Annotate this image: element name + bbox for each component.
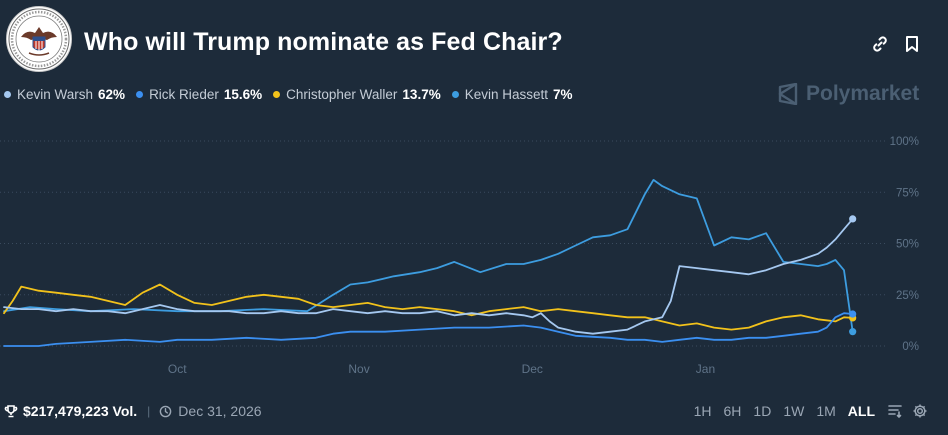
legend-dot [4,90,11,98]
market-header: Who will Trump nominate as Fed Chair? [6,6,928,76]
chart-legend: Kevin Warsh 62% Rick Rieder 15.6% Christ… [4,85,584,103]
legend-item: Kevin Hassett 7% [451,86,573,102]
volume-value: $217,479,223 Vol. [23,403,138,419]
clock-icon [159,405,172,417]
range-1h-button[interactable]: 1H [693,403,712,419]
range-all-button[interactable]: ALL [847,403,875,419]
x-tick-label: Nov [348,362,369,376]
legend-value: 7% [553,86,573,102]
series-line-rick-rieder[interactable] [3,312,854,347]
range-1d-button[interactable]: 1D [753,403,772,419]
filter-lines-icon[interactable] [887,403,903,419]
legend-name: Rick Rieder [149,86,219,102]
series-line-christopher-waller[interactable] [3,283,854,331]
volume-stat: $217,479,223 Vol. [4,403,137,419]
time-range-selector: 1H 6H 1D 1W 1M ALL [682,400,928,422]
page-title: Who will Trump nominate as Fed Chair? [84,28,563,56]
y-tick-label: 50% [896,239,919,251]
series-endpoint-kevin-warsh [849,215,857,223]
legend-dot [451,90,459,98]
end-date: Dec 31, 2026 [159,403,262,419]
legend-value: 13.7% [402,86,441,102]
price-history-chart[interactable]: 100% 75% 50% 25% 0% Oct Nov Dec Jan [0,120,948,382]
bookmark-icon[interactable] [902,34,922,54]
legend-dot [136,90,144,98]
series-line-kevin-hassett[interactable] [3,179,854,333]
legend-name: Christopher Waller [286,86,398,102]
gear-icon[interactable] [912,403,928,419]
y-tick-label: 100% [890,136,919,148]
polymarket-logo-icon [778,83,798,105]
legend-item: Rick Rieder 15.6% [136,87,262,102]
polymarket-brand[interactable]: Polymarket [778,82,919,106]
trophy-icon [4,405,18,418]
range-6h-button[interactable]: 6H [723,403,742,419]
legend-name: Kevin Warsh [17,86,94,102]
series-endpoint-rick-rieder [849,310,857,318]
legend-name: Kevin Hassett [464,86,548,102]
federal-reserve-seal-graphic [8,8,70,70]
legend-dot [273,90,281,98]
y-tick-label: 0% [902,341,919,353]
footer-separator: | [147,404,151,418]
x-tick-label: Jan [696,362,715,376]
federal-reserve-seal [6,6,72,72]
x-tick-label: Oct [168,362,187,376]
y-tick-label: 25% [896,290,919,302]
market-footer: $217,479,223 Vol. | Dec 31, 2026 1H 6H 1… [4,400,928,422]
legend-item: Christopher Waller 13.7% [273,87,441,102]
link-icon[interactable] [870,34,890,54]
end-date-value: Dec 31, 2026 [178,403,262,419]
series-line-kevin-warsh[interactable] [3,218,854,335]
x-tick-label: Dec [522,362,543,376]
legend-item: Kevin Warsh 62% [4,87,125,102]
y-tick-label: 75% [896,187,919,199]
brand-name: Polymarket [806,82,920,105]
legend-value: 62% [98,86,126,102]
range-1m-button[interactable]: 1M [816,403,836,419]
legend-value: 15.6% [223,86,263,102]
range-1w-button[interactable]: 1W [783,403,805,419]
series-endpoint-kevin-hassett [849,328,857,336]
